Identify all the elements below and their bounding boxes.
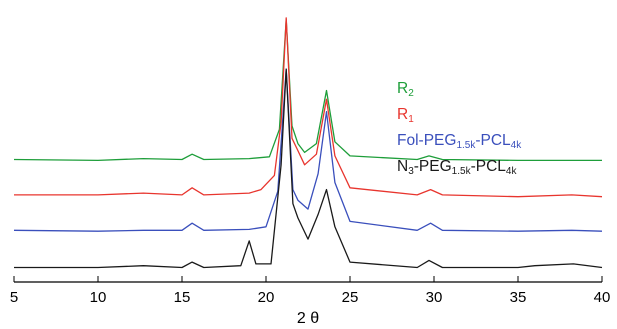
series-line-1 [14, 17, 603, 198]
x-tick-label: 30 [426, 289, 443, 306]
x-tick-label: 5 [10, 289, 18, 306]
x-tick-label: 20 [258, 289, 275, 306]
series-line-3 [14, 68, 603, 269]
legend-entry-r2: R2 [397, 80, 414, 99]
x-axis-label: 2 θ [297, 310, 319, 327]
series-line-0 [13, 19, 602, 162]
x-ticks: 5 10 15 20 25 30 35 40 [10, 276, 611, 306]
legend-entry-n3-peg-pcl: N3-PEG1.5k-PCL4k [397, 158, 517, 177]
x-tick-label: 15 [174, 289, 191, 306]
x-tick-label: 10 [90, 289, 107, 306]
x-tick-label: 35 [510, 289, 527, 306]
x-tick-label: 40 [594, 289, 611, 306]
legend: R2 R1 Fol-PEG1.5k-PCL4k N3-PEG1.5k-PCL4k [397, 78, 521, 182]
x-tick-label: 25 [342, 289, 359, 306]
legend-entry-r1: R1 [397, 106, 414, 125]
series-line-2 [13, 68, 603, 232]
series-layer [13, 17, 603, 269]
legend-entry-fol-peg-pcl: Fol-PEG1.5k-PCL4k [397, 132, 522, 151]
